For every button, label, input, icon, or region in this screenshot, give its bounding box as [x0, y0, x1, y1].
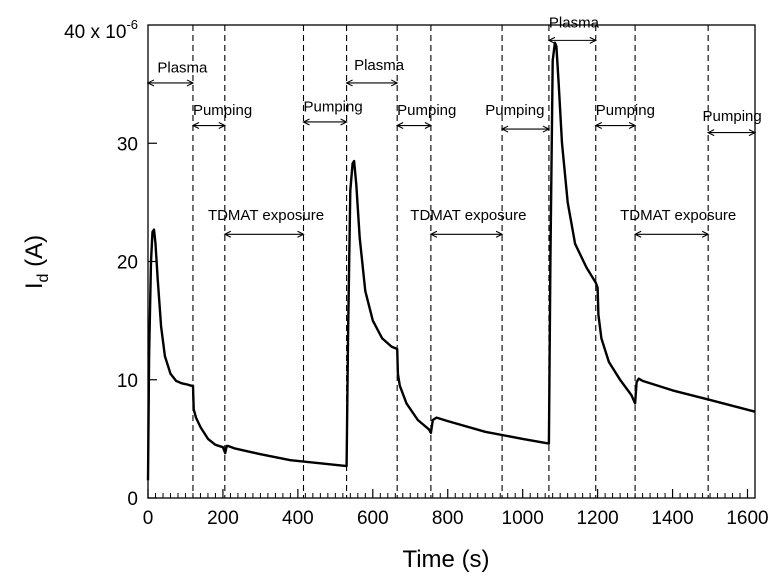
y-axis-title-unit: (A) [21, 235, 48, 274]
arrow-head-right [218, 122, 227, 130]
annotation-label: Pumping [485, 102, 544, 119]
y-tick-label: 10 [117, 371, 138, 392]
arrow-head-left [429, 230, 438, 238]
annotation-label: Pumping [303, 98, 362, 115]
x-ticks: 0 200 400 600 800 1000 1200 1400 1600 [143, 489, 769, 529]
dashed-lines [192, 25, 709, 498]
arrow-head-right [748, 129, 757, 137]
arrow-head-left [302, 118, 310, 126]
arrow-head-right [589, 36, 597, 44]
y-axis-title: Id (A) [21, 235, 52, 289]
arrow-head-left [223, 230, 232, 238]
annotation-label: Pumping [596, 102, 655, 119]
arrow-head-right [186, 79, 195, 87]
x-tick-label: 800 [432, 508, 464, 529]
x-tick-label: 1600 [726, 508, 768, 529]
y-tick-label: 0 [127, 489, 138, 510]
arrow-head-right [340, 118, 348, 126]
plot-frame [147, 24, 756, 499]
x-tick-label: 400 [282, 508, 314, 529]
arrow-head-right [628, 122, 637, 130]
arrow-head-left [191, 122, 200, 130]
y-top-label-exp: -6 [126, 17, 138, 32]
annotation-label: Plasma [549, 14, 600, 31]
annotation-label: Pumping [397, 102, 456, 119]
annotations: Plasma Pumping Pumping Plasma Pumping Pumping… [146, 14, 762, 238]
arrow-head-right [701, 230, 710, 238]
y-tick-label: 20 [117, 253, 138, 274]
series-line [146, 41, 756, 481]
arrow-head-left [345, 79, 353, 87]
y-top-label: 40 x 10-6 [64, 17, 138, 43]
x-tick-label: 1000 [502, 508, 544, 529]
annotation-label: Plasma [354, 57, 405, 74]
x-tick-label: 200 [207, 508, 239, 529]
x-tick-label: 1200 [576, 508, 618, 529]
arrow-head-left [395, 122, 404, 130]
y-axis-title-main: I [21, 282, 48, 289]
y-top-label-main: 40 x 10 [64, 22, 126, 43]
annotation-label: Plasma [157, 59, 208, 76]
x-tick-label: 600 [357, 508, 389, 529]
x-tick-label: 1400 [651, 508, 693, 529]
y-axis-title-sub: d [35, 274, 52, 283]
arrow-head-left [633, 230, 642, 238]
annotation-label: Pumping [703, 108, 762, 125]
arrow-head-left [594, 122, 603, 130]
y-tick-label: 30 [117, 134, 138, 155]
arrow-head-right [424, 122, 433, 130]
x-axis-title: Time (s) [402, 546, 489, 573]
annotation-label: TDMAT exposure [620, 207, 736, 224]
annotation-label: Pumping [193, 102, 252, 119]
arrow-head-right [390, 79, 399, 87]
annotation-label: TDMAT exposure [410, 207, 526, 224]
x-tick-label: 0 [143, 508, 154, 529]
arrow-head-right [297, 230, 305, 238]
arrow-head-left [706, 129, 715, 137]
arrow-head-left [500, 125, 509, 133]
arrow-head-right [495, 230, 504, 238]
arrow-head-left [547, 36, 556, 44]
arrow-head-right [542, 125, 551, 133]
series-group [146, 41, 756, 481]
annotation-label: TDMAT exposure [208, 207, 324, 224]
arrow-head-left [146, 79, 155, 87]
x-minor-ticks [154, 493, 741, 498]
